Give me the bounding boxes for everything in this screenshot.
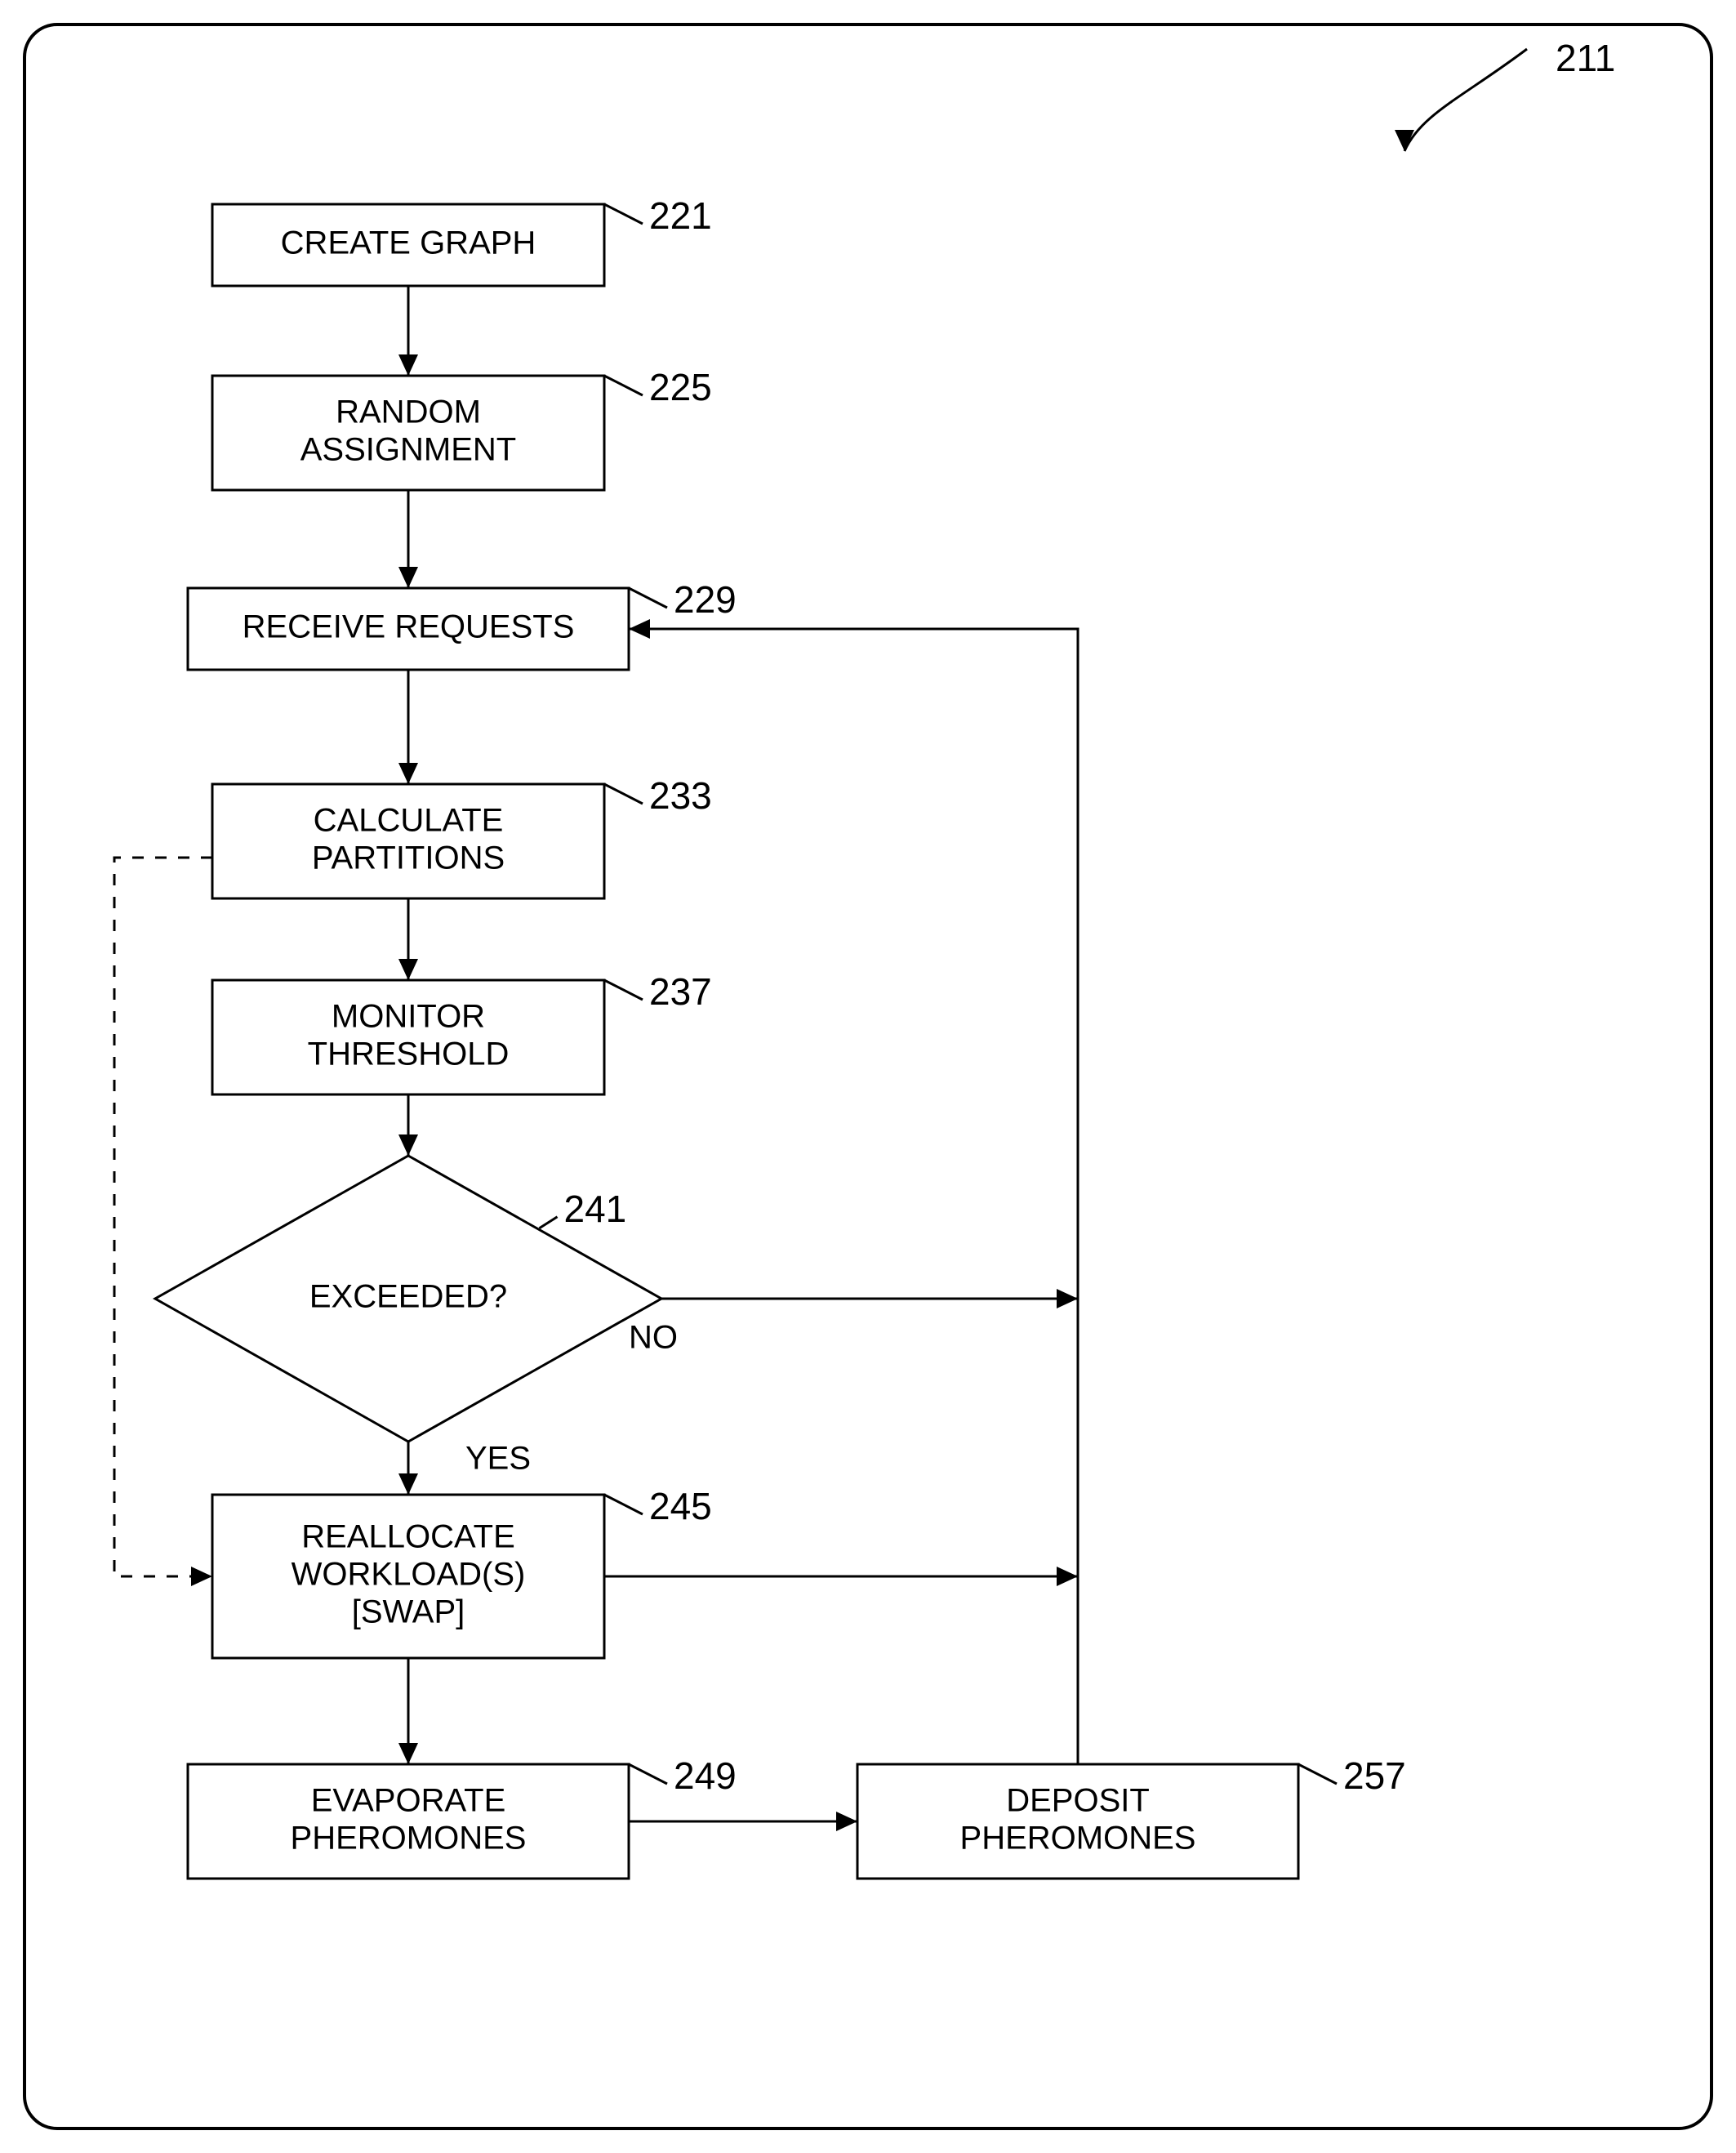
node-exceeded: EXCEEDED? 241 (155, 1156, 661, 1442)
node-label: [SWAP] (352, 1594, 465, 1630)
edge-exceeded-receive_requests (629, 629, 1078, 1299)
node-deposit: DEPOSITPHEROMONES 257 (857, 1754, 1406, 1879)
node-label: REALLOCATE (301, 1519, 515, 1555)
node-label: PHEROMONES (291, 1821, 527, 1857)
node-label: MONITOR (332, 999, 485, 1035)
node-label: THRESHOLD (308, 1036, 510, 1072)
node-ref: 229 (674, 578, 737, 621)
edge-label: NO (629, 1320, 678, 1356)
node-ref: 249 (674, 1754, 737, 1797)
node-label: ASSIGNMENT (300, 432, 516, 468)
node-receive_requests: RECEIVE REQUESTS 229 (188, 578, 737, 670)
svg-text:211: 211 (1556, 37, 1615, 79)
node-reallocate: REALLOCATEWORKLOAD(S)[SWAP] 245 (212, 1485, 712, 1658)
node-ref: 257 (1343, 1754, 1406, 1797)
node-create_graph: CREATE GRAPH 221 (212, 194, 712, 286)
figure-ref-leader (1404, 49, 1527, 151)
node-ref: 233 (649, 774, 712, 817)
node-ref: 237 (649, 970, 712, 1013)
node-random_assignment: RANDOMASSIGNMENT 225 (212, 366, 712, 490)
node-calculate_part: CALCULATEPARTITIONS 233 (212, 774, 712, 898)
node-label: PHEROMONES (960, 1821, 1196, 1857)
node-ref: 221 (649, 194, 712, 237)
node-ref: 245 (649, 1485, 712, 1527)
node-label: CALCULATE (314, 803, 504, 839)
node-monitor_threshold: MONITORTHRESHOLD 237 (212, 970, 712, 1094)
node-label: PARTITIONS (312, 840, 505, 876)
node-label: EXCEEDED? (309, 1279, 507, 1315)
node-label: WORKLOAD(S) (292, 1557, 526, 1593)
edge-label: YES (465, 1440, 531, 1476)
node-label: CREATE GRAPH (281, 225, 536, 261)
node-label: RECEIVE REQUESTS (243, 609, 575, 645)
node-label: RANDOM (336, 394, 481, 430)
edge-reallocate-receive_requests (604, 629, 1078, 1576)
node-ref: 241 (564, 1188, 627, 1230)
node-ref: 225 (649, 366, 712, 408)
node-label: EVAPORATE (311, 1783, 506, 1819)
node-label: DEPOSIT (1006, 1783, 1150, 1819)
edge-calculate_part-reallocate (114, 858, 212, 1576)
node-evaporate: EVAPORATEPHEROMONES 249 (188, 1754, 737, 1879)
